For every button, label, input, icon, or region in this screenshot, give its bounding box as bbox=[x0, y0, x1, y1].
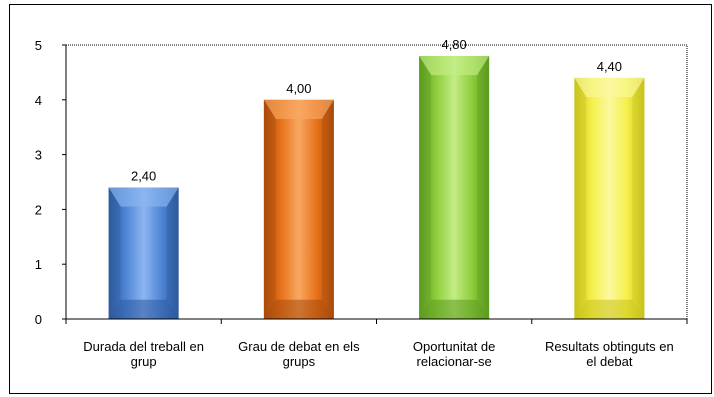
bar-body bbox=[263, 99, 334, 319]
bar-bevel-bottom bbox=[108, 299, 179, 319]
y-tick-label: 4 bbox=[35, 93, 42, 108]
bar-bevel-right bbox=[477, 55, 490, 320]
y-tick-label: 2 bbox=[35, 202, 42, 217]
bar-bevel-top bbox=[108, 187, 179, 207]
bar-bevel-right bbox=[166, 187, 179, 319]
x-tick-label: grups bbox=[283, 354, 316, 369]
x-tick-label: el debat bbox=[586, 354, 633, 369]
bar bbox=[108, 187, 179, 319]
bar-bevel-left bbox=[263, 99, 276, 319]
bar-bevel-right bbox=[321, 99, 334, 319]
data-label: 4,40 bbox=[597, 59, 622, 74]
data-label: 4,00 bbox=[286, 81, 311, 96]
bar bbox=[574, 77, 645, 319]
y-tick-label: 3 bbox=[35, 148, 42, 163]
x-tick-label: Durada del treball en bbox=[83, 339, 204, 354]
bar-body bbox=[574, 77, 645, 319]
bar-bevel-top bbox=[263, 99, 334, 119]
y-tick-label: 5 bbox=[35, 38, 42, 53]
bar bbox=[419, 55, 490, 320]
bar-bevel-left bbox=[574, 77, 587, 319]
y-tick-label: 0 bbox=[35, 312, 42, 327]
chart-frame bbox=[9, 4, 712, 394]
x-tick-label: grup bbox=[131, 354, 157, 369]
data-label: 4,80 bbox=[441, 37, 466, 52]
bar-bevel-left bbox=[419, 55, 432, 320]
data-label: 2,40 bbox=[131, 168, 156, 183]
bar-bevel-bottom bbox=[419, 299, 490, 319]
bar-bevel-left bbox=[108, 187, 121, 319]
y-axis: 0 1 2 3 4 5 bbox=[35, 38, 67, 327]
bar-bevel-bottom bbox=[263, 299, 334, 319]
x-tick-label: relacionar-se bbox=[417, 354, 492, 369]
bars: 2,40 4,00 4,80 4,40 bbox=[108, 37, 645, 320]
bar-bevel-bottom bbox=[574, 299, 645, 319]
bar-body bbox=[108, 187, 179, 319]
x-tick-label: Grau de debat en els bbox=[238, 339, 360, 354]
bar-body bbox=[419, 55, 490, 320]
bar-bevel-top bbox=[574, 77, 645, 98]
bar-bevel-top bbox=[419, 55, 490, 76]
x-tick-label: Resultats obtinguts en bbox=[545, 339, 674, 354]
bar bbox=[263, 99, 334, 319]
x-tick-label: Oportunitat de bbox=[413, 339, 495, 354]
y-tick-label: 1 bbox=[35, 257, 42, 272]
bar-bevel-right bbox=[632, 77, 645, 319]
